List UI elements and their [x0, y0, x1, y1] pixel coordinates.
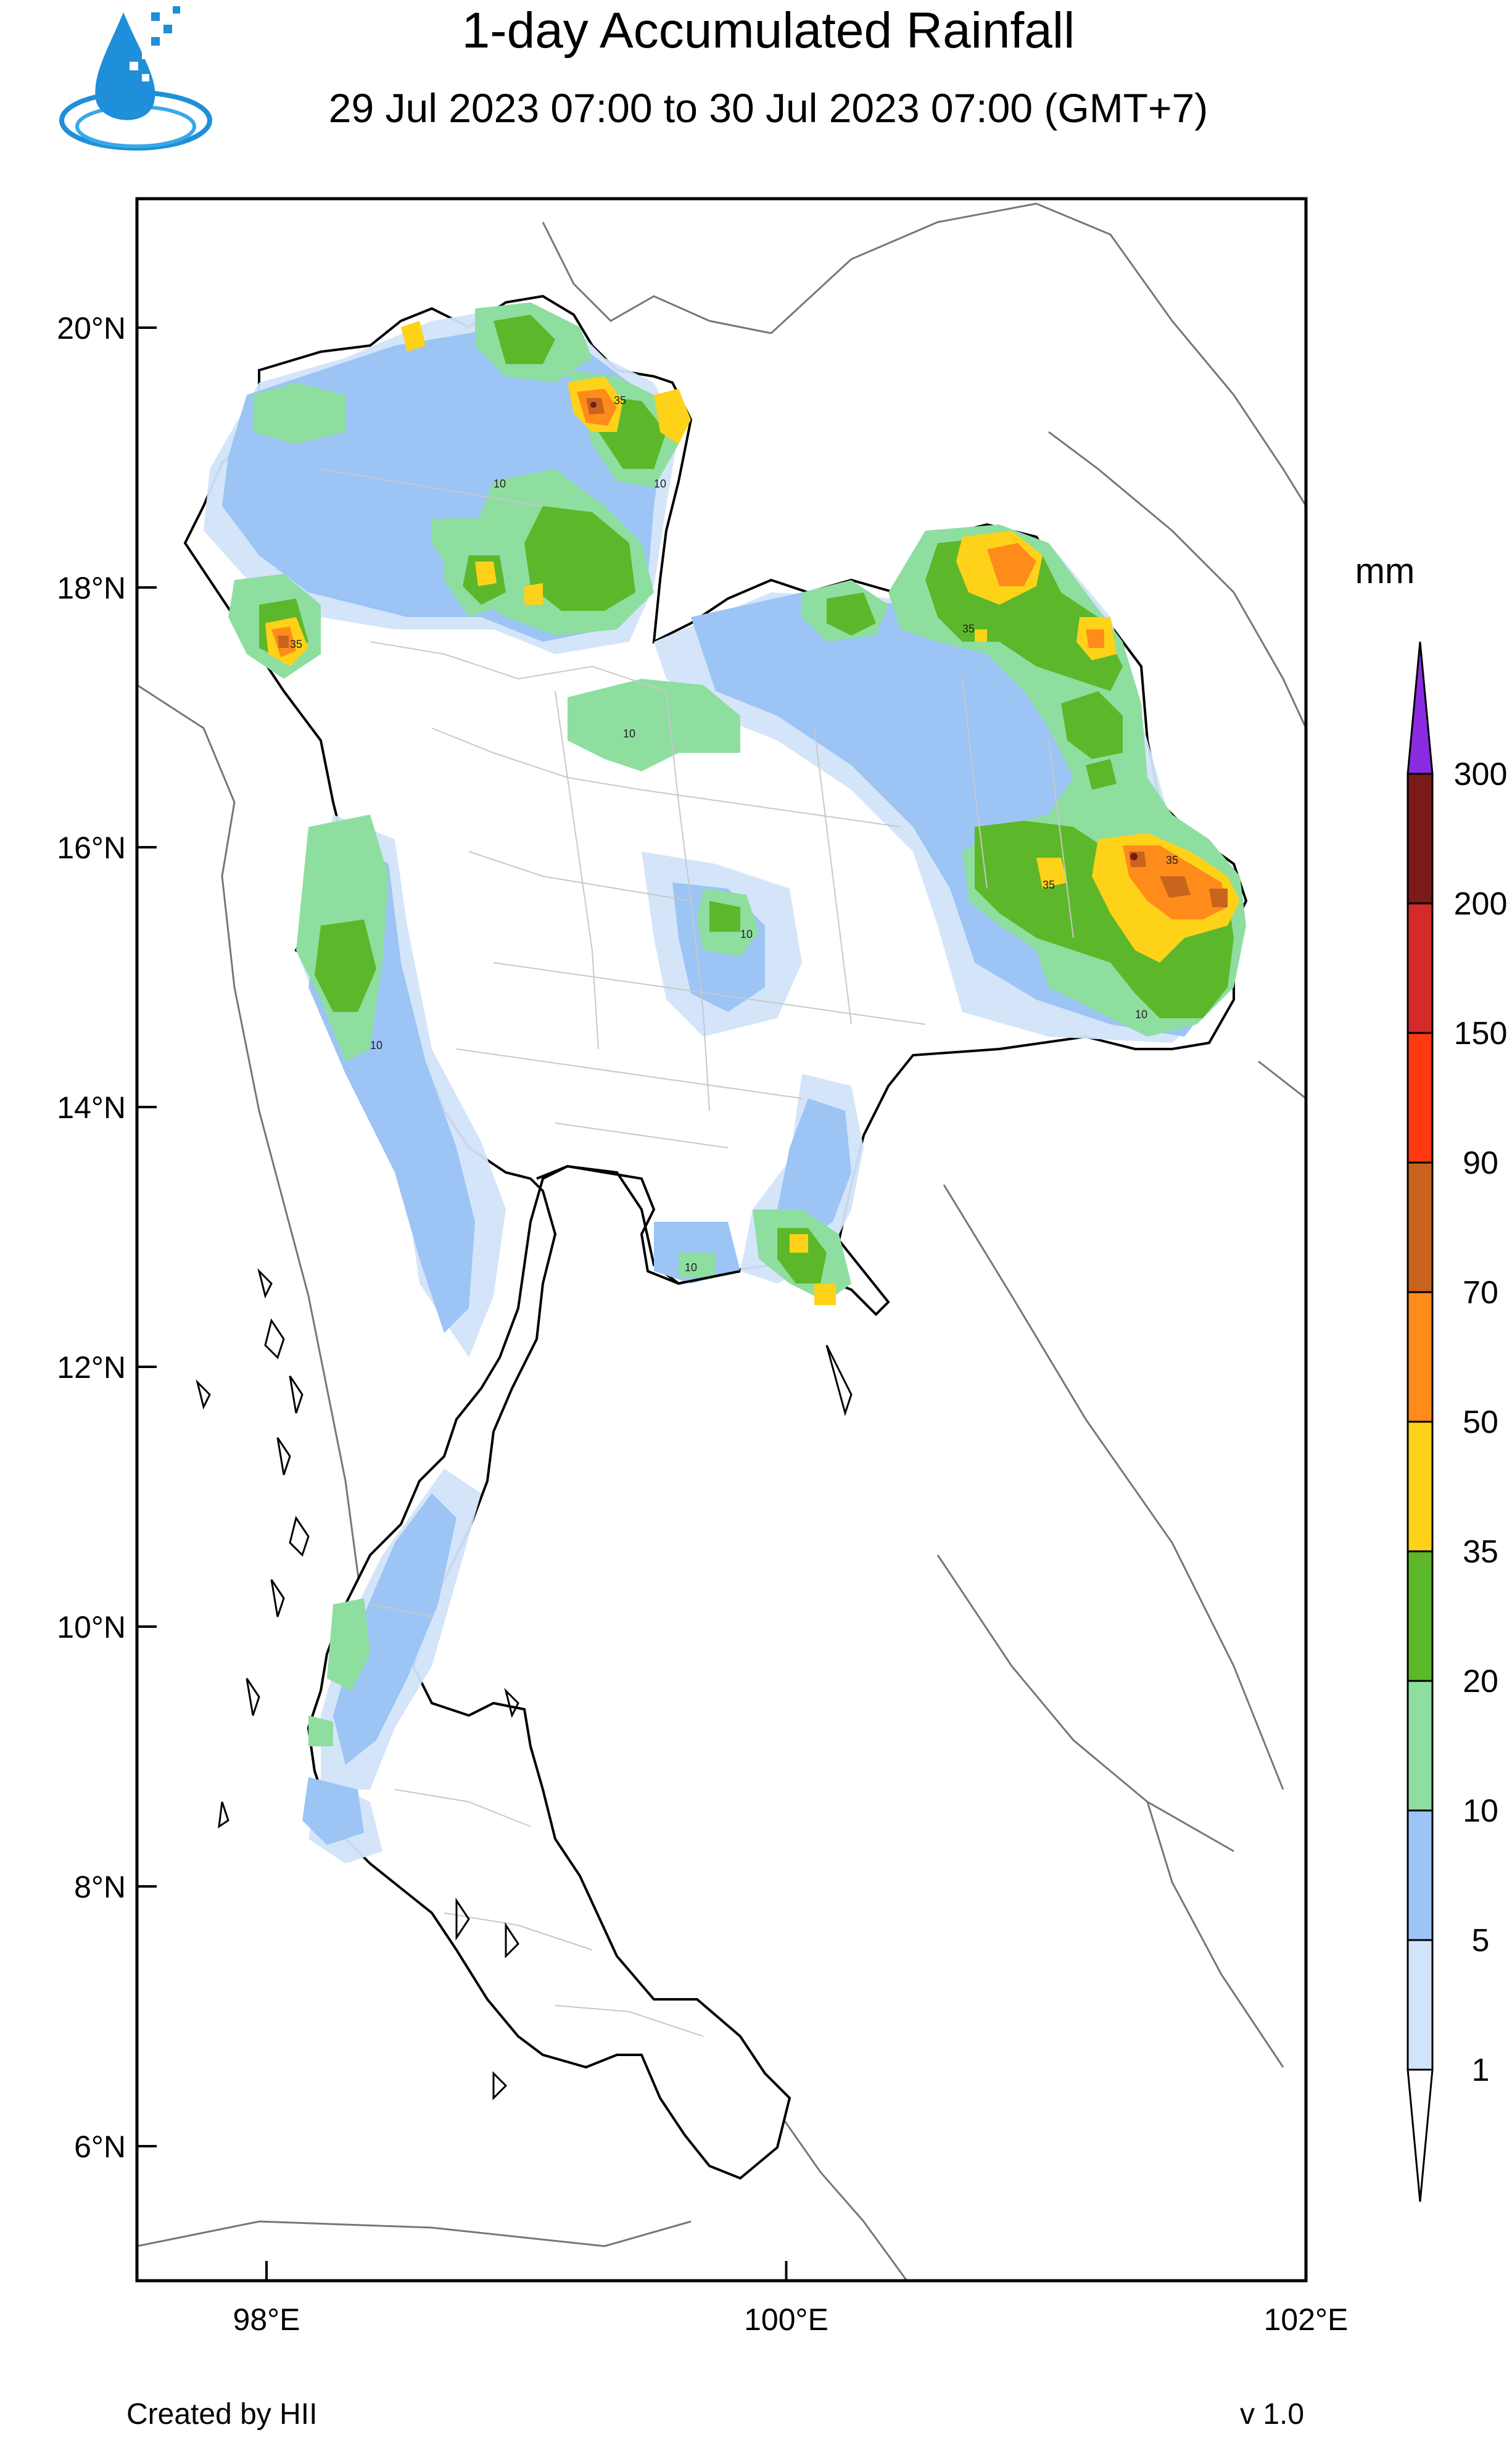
created-by-label: Created by HII — [126, 2398, 318, 2431]
neighbor-borders — [137, 202, 1306, 2281]
colorbar-level-label: 50 — [1463, 1404, 1498, 1440]
lat-tick-label: 16°N — [57, 831, 126, 865]
contour-label: 35 — [1166, 854, 1178, 866]
contour-label: 10 — [654, 478, 666, 490]
lat-tick-label: 14°N — [57, 1090, 126, 1125]
lat-tick-label: 6°N — [74, 2130, 126, 2164]
gulf-coastline — [536, 1164, 741, 1285]
colorbar-segment — [1407, 1421, 1434, 1553]
lat-tick-label: 18°N — [57, 571, 126, 605]
version-label: v 1.0 — [1240, 2398, 1305, 2431]
contour-label: 35 — [290, 638, 302, 650]
lat-tick-label: 8°N — [74, 1870, 126, 1904]
colorbar-segment — [1407, 1939, 1434, 2071]
colorbar-level-label: 300 — [1454, 757, 1508, 792]
contour-label: 10 — [740, 928, 753, 940]
colorbar-level-label: 10 — [1463, 1793, 1498, 1829]
contour-label: 10 — [685, 1261, 697, 1274]
latitude-axis: 20°N 18°N 16°N 14°N 12°N 10°N 8°N 6°N — [57, 311, 157, 2164]
colorbar-level-label: 200 — [1454, 886, 1508, 922]
colorbar-segment — [1407, 902, 1434, 1034]
andaman-islands — [196, 1268, 853, 2101]
lat-tick-label: 10°N — [57, 1610, 126, 1645]
hii-logo — [59, 6, 212, 151]
colorbar-segment — [1407, 1291, 1434, 1423]
province-boundaries — [320, 468, 1074, 2037]
colorbar-level-label: 20 — [1463, 1664, 1498, 1699]
contour-label: 10 — [494, 478, 506, 490]
colorbar-level-label: 150 — [1454, 1016, 1508, 1051]
colorbar-level-label: 70 — [1463, 1275, 1498, 1311]
lon-tick-label: 100°E — [744, 2302, 828, 2337]
colorbar-bottom-triangle — [1407, 2068, 1434, 2202]
colorbar-level-label: 1 — [1472, 2052, 1490, 2088]
contour-label: 35 — [1043, 879, 1055, 891]
colorbar-segment — [1407, 1809, 1434, 1941]
lat-tick-label: 20°N — [57, 311, 126, 346]
legend-unit-label: mm — [1355, 551, 1415, 591]
page-title: 1-day Accumulated Rainfall — [461, 2, 1075, 59]
contour-label: 35 — [614, 394, 626, 407]
contour-label: 10 — [623, 728, 635, 740]
colorbar-segment — [1407, 1161, 1434, 1293]
colorbar-segment — [1407, 1680, 1434, 1812]
contour-label: 35 — [962, 623, 975, 635]
colorbar-level-label: 35 — [1463, 1534, 1498, 1570]
map-frame — [135, 197, 1308, 2283]
lon-tick-label: 102°E — [1264, 2302, 1349, 2337]
contour-labels: 10 10 10 10 10 10 10 35 35 35 35 35 — [290, 394, 1178, 1274]
contour-label: 10 — [370, 1039, 382, 1051]
colorbar-level-label: 90 — [1463, 1145, 1498, 1181]
colorbar-segment — [1407, 1032, 1434, 1164]
colorbar-segment — [1407, 1550, 1434, 1682]
colorbar: 300 200 150 90 70 50 35 20 10 5 1 — [1407, 641, 1508, 2202]
lon-tick-label: 98°E — [233, 2302, 300, 2337]
contour-label: 10 — [1135, 1008, 1147, 1021]
colorbar-level-label: 5 — [1472, 1923, 1490, 1959]
lat-tick-label: 12°N — [57, 1350, 126, 1385]
colorbar-top-triangle — [1407, 641, 1434, 775]
colorbar-segment — [1407, 773, 1434, 905]
date-range-subtitle: 29 Jul 2023 07:00 to 30 Jul 2023 07:00 (… — [328, 85, 1208, 131]
